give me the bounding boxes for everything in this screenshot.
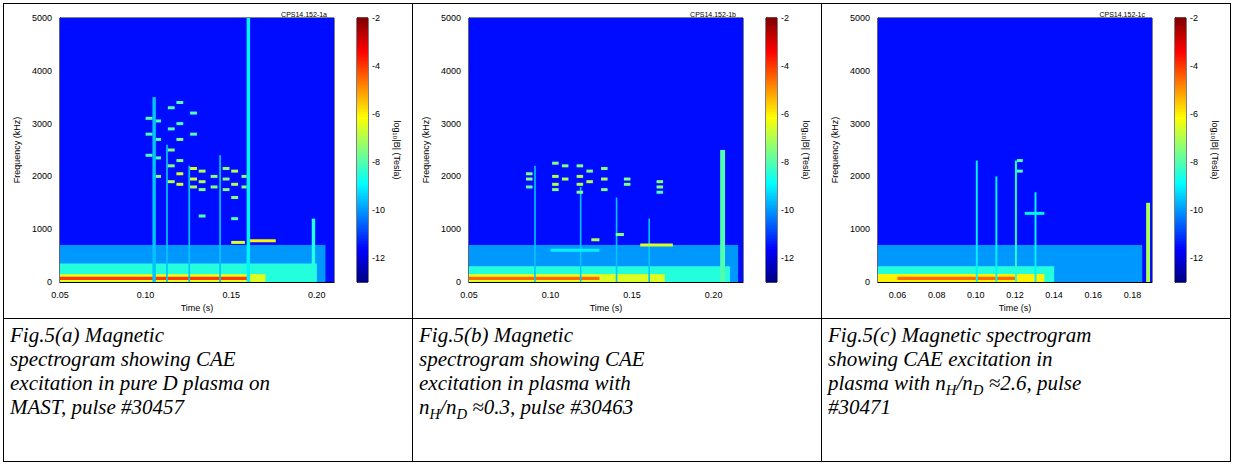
svg-text:-4: -4 — [1190, 61, 1198, 71]
svg-text:0.20: 0.20 — [705, 290, 723, 300]
svg-text:Frequency (kHz): Frequency (kHz) — [830, 117, 840, 184]
svg-text:-12: -12 — [372, 253, 385, 263]
svg-text:-12: -12 — [1190, 253, 1203, 263]
svg-text:-10: -10 — [781, 205, 794, 215]
svg-text:0: 0 — [456, 277, 461, 287]
svg-text:CPS14.152-1c: CPS14.152-1c — [1099, 11, 1145, 18]
svg-text:3000: 3000 — [850, 119, 870, 129]
svg-text:log₁₀|B| (Tesla): log₁₀|B| (Tesla) — [1210, 121, 1220, 180]
svg-text:-6: -6 — [372, 109, 380, 119]
svg-text:3000: 3000 — [441, 119, 461, 129]
svg-text:Time (s): Time (s) — [181, 303, 214, 313]
svg-text:3000: 3000 — [32, 119, 52, 129]
svg-text:-8: -8 — [781, 157, 789, 167]
svg-text:CPS14.152-1b: CPS14.152-1b — [690, 11, 736, 18]
svg-text:-2: -2 — [372, 13, 380, 23]
html-text:Fig.5(c) Magnetic spectrogram: Fig.5(c) Magnetic spectrogram showing CA… — [828, 323, 1092, 420]
svg-text:5000: 5000 — [441, 13, 461, 23]
svg-text:-8: -8 — [1190, 157, 1198, 167]
svg-text:0.18: 0.18 — [1124, 290, 1142, 300]
svg-text:-2: -2 — [781, 13, 789, 23]
svg-text:0.10: 0.10 — [137, 290, 155, 300]
svg-text:0.10: 0.10 — [967, 290, 985, 300]
svg-text:0.06: 0.06 — [889, 290, 907, 300]
svg-text:1000: 1000 — [441, 224, 461, 234]
svg-text:-6: -6 — [1190, 109, 1198, 119]
svg-text:4000: 4000 — [850, 66, 870, 76]
svg-text:-10: -10 — [372, 205, 385, 215]
svg-text:-12: -12 — [781, 253, 794, 263]
svg-text:0.10: 0.10 — [542, 290, 560, 300]
svg-text:log₁₀|B| (Tesla): log₁₀|B| (Tesla) — [801, 121, 811, 180]
html-text:Fig.5(b) Magnetic spectrogram: Fig.5(b) Magnetic spectrogram showing CA… — [419, 323, 645, 423]
svg-text:0.05: 0.05 — [51, 290, 69, 300]
svg-text:1000: 1000 — [32, 224, 52, 234]
html-text:Fig.5(a) Magnetic spectrogram: Fig.5(a) Magnetic spectrogram showing CA… — [10, 323, 270, 420]
svg-text:1000: 1000 — [850, 224, 870, 234]
svg-text:5000: 5000 — [850, 13, 870, 23]
svg-text:0: 0 — [47, 277, 52, 287]
svg-text:log₁₀|B| (Tesla): log₁₀|B| (Tesla) — [392, 121, 402, 180]
svg-text:Time (s): Time (s) — [999, 303, 1032, 313]
svg-text:-10: -10 — [1190, 205, 1203, 215]
svg-text:4000: 4000 — [32, 66, 52, 76]
svg-text:5000: 5000 — [32, 13, 52, 23]
svg-text:0.14: 0.14 — [1045, 290, 1063, 300]
svg-text:-8: -8 — [372, 157, 380, 167]
svg-text:0.05: 0.05 — [460, 290, 478, 300]
svg-text:-6: -6 — [781, 109, 789, 119]
svg-text:Time (s): Time (s) — [590, 303, 623, 313]
svg-text:0.16: 0.16 — [1085, 290, 1103, 300]
svg-text:0.08: 0.08 — [928, 290, 946, 300]
svg-text:0.12: 0.12 — [1006, 290, 1024, 300]
svg-text:0.20: 0.20 — [308, 290, 326, 300]
svg-text:0.15: 0.15 — [623, 290, 641, 300]
svg-text:2000: 2000 — [32, 171, 52, 181]
svg-text:0.15: 0.15 — [222, 290, 240, 300]
svg-text:-4: -4 — [372, 61, 380, 71]
svg-text:-4: -4 — [781, 61, 789, 71]
svg-text:Frequency (kHz): Frequency (kHz) — [421, 117, 431, 184]
svg-text:CPS14.152-1a: CPS14.152-1a — [281, 11, 327, 18]
svg-text:Frequency (kHz): Frequency (kHz) — [12, 117, 22, 184]
svg-text:-2: -2 — [1190, 13, 1198, 23]
svg-text:2000: 2000 — [850, 171, 870, 181]
svg-text:2000: 2000 — [441, 171, 461, 181]
svg-text:0: 0 — [865, 277, 870, 287]
svg-text:4000: 4000 — [441, 66, 461, 76]
